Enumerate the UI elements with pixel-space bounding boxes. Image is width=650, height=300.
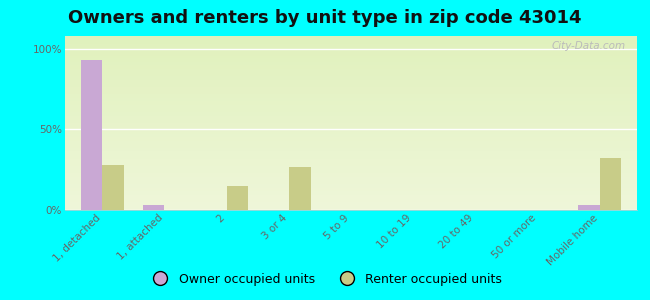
Bar [81, 60, 102, 210]
Bar [227, 186, 248, 210]
Bar [289, 167, 311, 210]
Text: City-Data.com: City-Data.com [551, 41, 625, 51]
Bar [102, 165, 124, 210]
Bar [600, 158, 621, 210]
Legend: Owner occupied units, Renter occupied units: Owner occupied units, Renter occupied un… [143, 268, 507, 291]
Bar [143, 205, 164, 210]
Bar [578, 205, 600, 210]
Text: Owners and renters by unit type in zip code 43014: Owners and renters by unit type in zip c… [68, 9, 582, 27]
